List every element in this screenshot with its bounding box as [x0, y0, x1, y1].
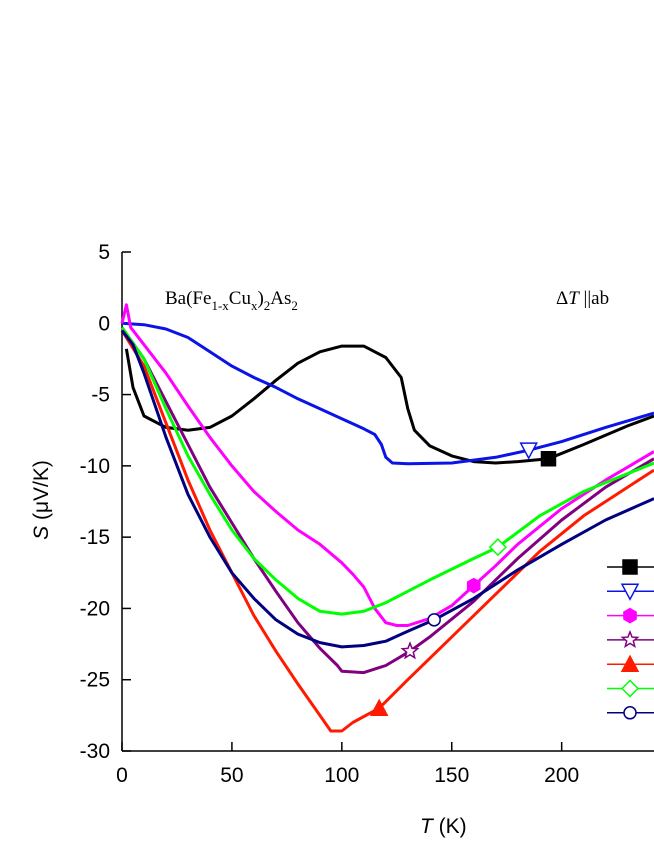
- legend-marker: [623, 706, 637, 720]
- label-part: S: [30, 526, 53, 540]
- legend-marker: [623, 607, 637, 624]
- data-marker: [400, 641, 420, 660]
- legend-marker: [620, 629, 640, 649]
- data-marker: [369, 698, 389, 716]
- y-tick-label: -15: [80, 526, 110, 549]
- data-line: [120, 303, 654, 627]
- data-marker: [488, 538, 507, 557]
- annotation-part: 2: [291, 298, 298, 313]
- x-tick-label: 150: [434, 764, 469, 787]
- label-part: T: [420, 815, 435, 838]
- legend-marker: [620, 583, 640, 601]
- annotation-right: ΔT ||ab: [556, 288, 609, 309]
- y-axis-label: S (μV/K): [30, 460, 53, 540]
- data-line: [120, 326, 654, 675]
- data-line: [124, 344, 654, 465]
- label-part: (μV/K): [30, 460, 53, 526]
- y-tick-label: -25: [80, 669, 110, 692]
- y-tick-label: -5: [91, 384, 110, 407]
- annotation-part: ||ab: [579, 288, 609, 309]
- legend-marker: [620, 654, 640, 672]
- label-part: (K): [433, 815, 467, 838]
- x-axis-label: T (K): [420, 815, 467, 838]
- y-tick-label: -10: [80, 455, 110, 478]
- legend-marker: [620, 679, 640, 698]
- data-marker: [540, 450, 557, 467]
- y-tick-label: -20: [80, 597, 110, 620]
- x-tick-label: 200: [544, 764, 579, 787]
- annotation-part: Δ: [556, 288, 568, 309]
- data-marker: [427, 613, 441, 627]
- annotation-part: Cu: [229, 288, 252, 309]
- annotation-part: Ba(Fe: [165, 288, 211, 309]
- data-line: [120, 329, 654, 649]
- data-marker: [519, 442, 538, 460]
- y-tick-label: 5: [98, 241, 110, 264]
- annotation-part: T: [568, 288, 580, 309]
- annotation-left: Ba(Fe1-xCux)2As2: [165, 288, 298, 313]
- data-line: [121, 321, 654, 466]
- y-tick-label: 0: [98, 312, 110, 335]
- annotation-part: 2: [264, 298, 271, 313]
- annotation-part: ): [257, 288, 263, 309]
- y-tick-label: -30: [80, 740, 110, 763]
- annotation-part: x: [251, 298, 258, 313]
- data-marker: [466, 577, 481, 594]
- x-tick-label: 0: [116, 764, 128, 787]
- legend-marker: [622, 559, 638, 575]
- x-tick-label: 100: [324, 764, 359, 787]
- x-tick-label: 50: [220, 764, 243, 787]
- annotation-part: 1-x: [211, 298, 229, 313]
- annotation-part: As: [270, 288, 291, 309]
- data-line: [120, 329, 654, 733]
